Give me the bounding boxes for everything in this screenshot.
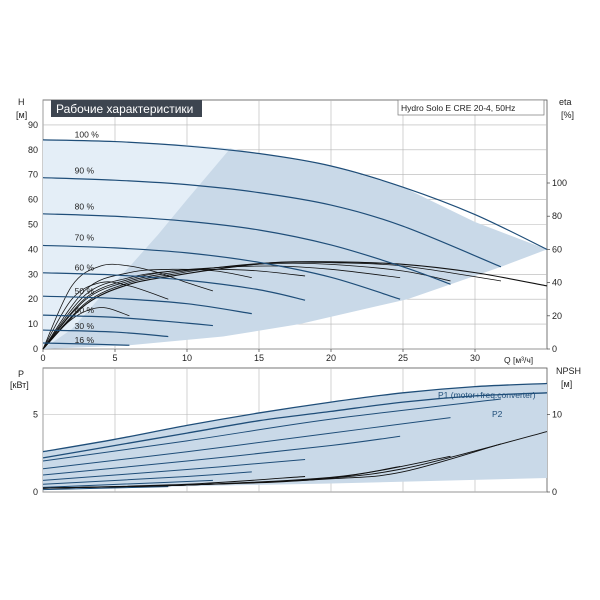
y-axis-unit-h: [м] — [16, 110, 27, 120]
eta-curve — [42, 281, 169, 350]
y2-tick-label: 80 — [552, 211, 562, 221]
power-family-curve — [42, 471, 252, 485]
chart-title-box: Рабочие характеристики — [51, 100, 202, 117]
power-curves: P1 (motor+freq.converter) P2 — [42, 382, 548, 459]
x-axis-label-q: Q [м³/ч] — [504, 355, 533, 365]
speed-label: 90 % — [75, 165, 95, 175]
x-tick-label: 25 — [398, 353, 408, 363]
speed-label: 80 % — [75, 202, 95, 212]
eta-curve — [42, 307, 130, 350]
x-tick-label: 5 — [112, 353, 117, 363]
npsh-curves — [42, 431, 548, 489]
head-curve — [42, 139, 548, 250]
head-tick-labels: 0 5 10 15 20 25 30 0 10 20 30 40 50 60 70 80 90 0 20 40 60 80… — [28, 120, 567, 363]
y2-tick-label: 20 — [552, 311, 562, 321]
head-curve — [42, 314, 213, 327]
y2-tick-label: 60 — [552, 244, 562, 254]
y2-tick-label: 10 — [552, 410, 562, 420]
y-axis-label-h: H — [18, 97, 25, 107]
power-tick-labels: 0 5 0 10 — [33, 410, 562, 498]
y2-axis-unit-npsh: [м] — [561, 379, 572, 389]
head-curves: 100 % 90 % 80 % 70 % 60 % 50 % 40 % 30 % 16 % — [42, 129, 548, 346]
y2-tick-label: 0 — [552, 344, 557, 354]
head-curve — [42, 295, 252, 315]
speed-label: 16 % — [75, 335, 95, 345]
y2-tick-label: 40 — [552, 278, 562, 288]
y-tick-label: 70 — [28, 170, 38, 180]
model-label-box: Hydro Solo E CRE 20-4, 50Hz — [397, 99, 545, 116]
power-axis-labels: P [кВт] NPSH [м] — [10, 366, 581, 390]
head-curve — [42, 342, 130, 346]
head-curve — [42, 213, 451, 285]
y-tick-label: 60 — [28, 195, 38, 205]
speed-label: 100 % — [75, 129, 100, 139]
power-family-curve — [42, 486, 169, 491]
y-axis-label-p: P — [18, 369, 24, 379]
speed-label: 30 % — [75, 321, 95, 331]
y-tick-label: 90 — [28, 120, 38, 130]
power-curve-family — [42, 398, 501, 491]
speed-label: 50 % — [75, 286, 95, 296]
y-tick-label: 5 — [33, 410, 38, 420]
x-tick-label: 10 — [182, 353, 192, 363]
head-curve — [42, 244, 401, 300]
npsh-curve — [42, 476, 306, 489]
y2-tick-label: 0 — [552, 487, 557, 497]
x-tick-label: 15 — [254, 353, 264, 363]
y-tick-label: 0 — [33, 487, 38, 497]
y-tick-label: 10 — [28, 319, 38, 329]
eta-curve — [42, 263, 214, 350]
speed-label: 60 % — [75, 263, 95, 273]
p1-curve — [42, 382, 548, 453]
y-tick-label: 80 — [28, 145, 38, 155]
y2-axis-unit-eta: [%] — [561, 110, 574, 120]
x-tick-label: 30 — [470, 353, 480, 363]
y-axis-unit-p: [кВт] — [10, 380, 29, 390]
power-chart-panel: P1 (motor+freq.converter) P2 0 5 0 10 P [кВт… — [10, 366, 581, 497]
y2-tick-label: 100 — [552, 178, 567, 188]
p2-label: P2 — [492, 409, 503, 419]
y-tick-label: 20 — [28, 294, 38, 304]
p1-label: P1 (motor+freq.converter) — [438, 390, 536, 400]
power-family-curve — [42, 479, 213, 488]
x-tick-label: 0 — [40, 353, 45, 363]
power-family-curve — [42, 435, 401, 476]
head-axis-labels: H [м] eta [%] Q [м³/ч] — [16, 97, 574, 365]
y-tick-label: 50 — [28, 220, 38, 230]
chart-title: Рабочие характеристики — [56, 102, 193, 116]
y2-axis-label-npsh: NPSH — [556, 366, 581, 376]
head-curve — [42, 329, 169, 338]
head-curve — [42, 272, 306, 301]
x-tick-label: 20 — [326, 353, 336, 363]
power-family-curve — [42, 398, 501, 462]
power-family-curve — [42, 458, 306, 481]
speed-label: 70 % — [75, 233, 95, 243]
power-family-curve — [42, 417, 451, 470]
eta-curve — [42, 268, 306, 350]
y2-axis-label-eta: eta — [559, 97, 572, 107]
model-label: Hydro Solo E CRE 20-4, 50Hz — [401, 103, 515, 113]
head-chart-panel: 100 % 90 % 80 % 70 % 60 % 50 % 40 % 30 % 16 % 0 5… — [16, 97, 574, 365]
y-tick-label: 30 — [28, 269, 38, 279]
speed-label: 40 % — [75, 305, 95, 315]
y-tick-label: 40 — [28, 244, 38, 254]
p2-curve — [42, 392, 548, 459]
y-tick-label: 0 — [33, 344, 38, 354]
head-curve — [42, 177, 502, 268]
